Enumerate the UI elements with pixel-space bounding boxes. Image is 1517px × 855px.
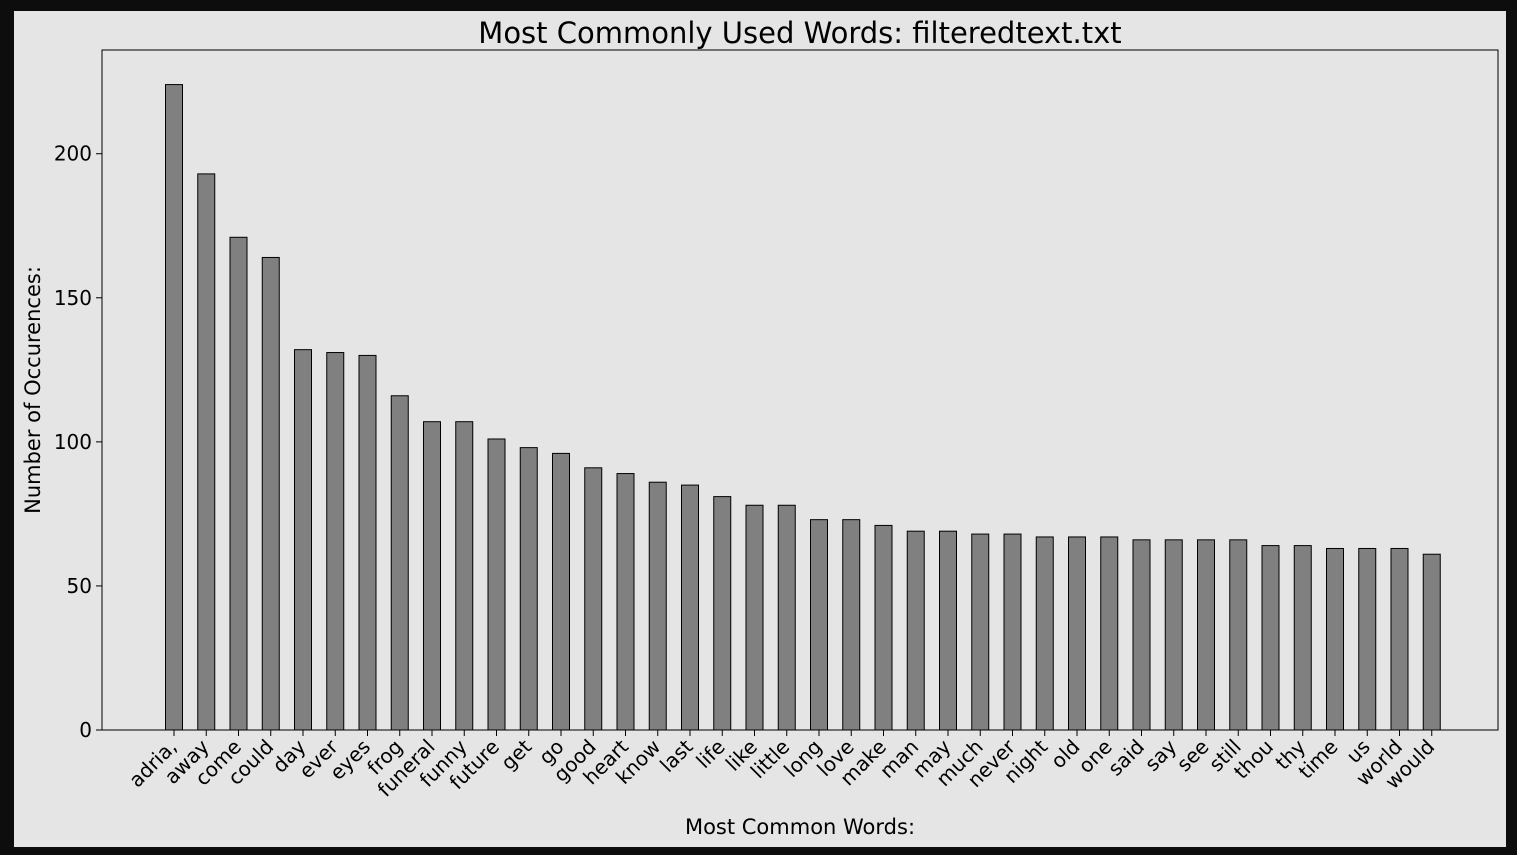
bar-us — [1358, 547, 1377, 731]
bar-old — [1068, 536, 1086, 731]
bar-make — [874, 524, 893, 731]
bar-know — [648, 481, 667, 731]
bar-get — [519, 447, 538, 731]
bar-could — [261, 256, 280, 731]
x-tick-label: life — [691, 735, 730, 774]
bar-day — [294, 349, 312, 731]
figure-canvas: Most Commonly Used Words: filteredtext.t… — [14, 11, 1506, 847]
bar-frog — [390, 395, 409, 731]
x-tick-label: get — [496, 734, 536, 774]
bar-love — [842, 519, 861, 731]
bar-funeral — [423, 421, 441, 731]
bar-away — [197, 173, 216, 731]
bar-funny — [455, 421, 474, 731]
y-tick-label: 0 — [79, 718, 92, 742]
bar-see — [1197, 539, 1215, 731]
bar-say — [1164, 539, 1183, 731]
bar-never — [1003, 533, 1022, 731]
bar-thy — [1293, 545, 1312, 731]
y-tick-label: 200 — [54, 142, 92, 166]
bar-may — [939, 530, 957, 731]
x-axis-label: Most Common Words: — [685, 815, 915, 839]
x-tick-label: time — [1294, 735, 1343, 784]
chart-title: Most Commonly Used Words: filteredtext.t… — [478, 16, 1121, 50]
plot-frame — [101, 49, 1499, 731]
y-tick-label: 50 — [67, 574, 92, 598]
y-axis-label: Number of Occurences: — [21, 266, 45, 514]
bar-adria — [165, 84, 183, 731]
bar-would — [1422, 553, 1441, 731]
bar-come — [229, 236, 248, 731]
bar-ever — [326, 352, 345, 731]
bar-go — [552, 452, 570, 731]
bar-last — [681, 484, 699, 731]
bar-like — [745, 504, 764, 731]
bar-long — [810, 519, 828, 731]
y-tick-label: 150 — [54, 286, 92, 310]
bar-still — [1229, 539, 1248, 731]
bar-time — [1326, 547, 1344, 731]
bar-future — [487, 438, 506, 731]
bar-chart: Most Commonly Used Words: filteredtext.t… — [21, 16, 1499, 839]
y-tick-label: 100 — [54, 430, 92, 454]
bar-good — [584, 467, 603, 731]
bar-said — [1132, 539, 1151, 731]
bar-much — [971, 533, 990, 731]
bar-world — [1390, 547, 1409, 731]
bar-one — [1100, 536, 1119, 731]
bar-night — [1035, 536, 1054, 731]
x-tick-label: thou — [1229, 735, 1278, 784]
bar-eyes — [358, 354, 377, 731]
bar-thou — [1261, 545, 1280, 731]
bar-man — [906, 530, 925, 731]
bar-life — [713, 496, 732, 731]
bar-heart — [616, 473, 635, 731]
bar-little — [777, 504, 796, 731]
